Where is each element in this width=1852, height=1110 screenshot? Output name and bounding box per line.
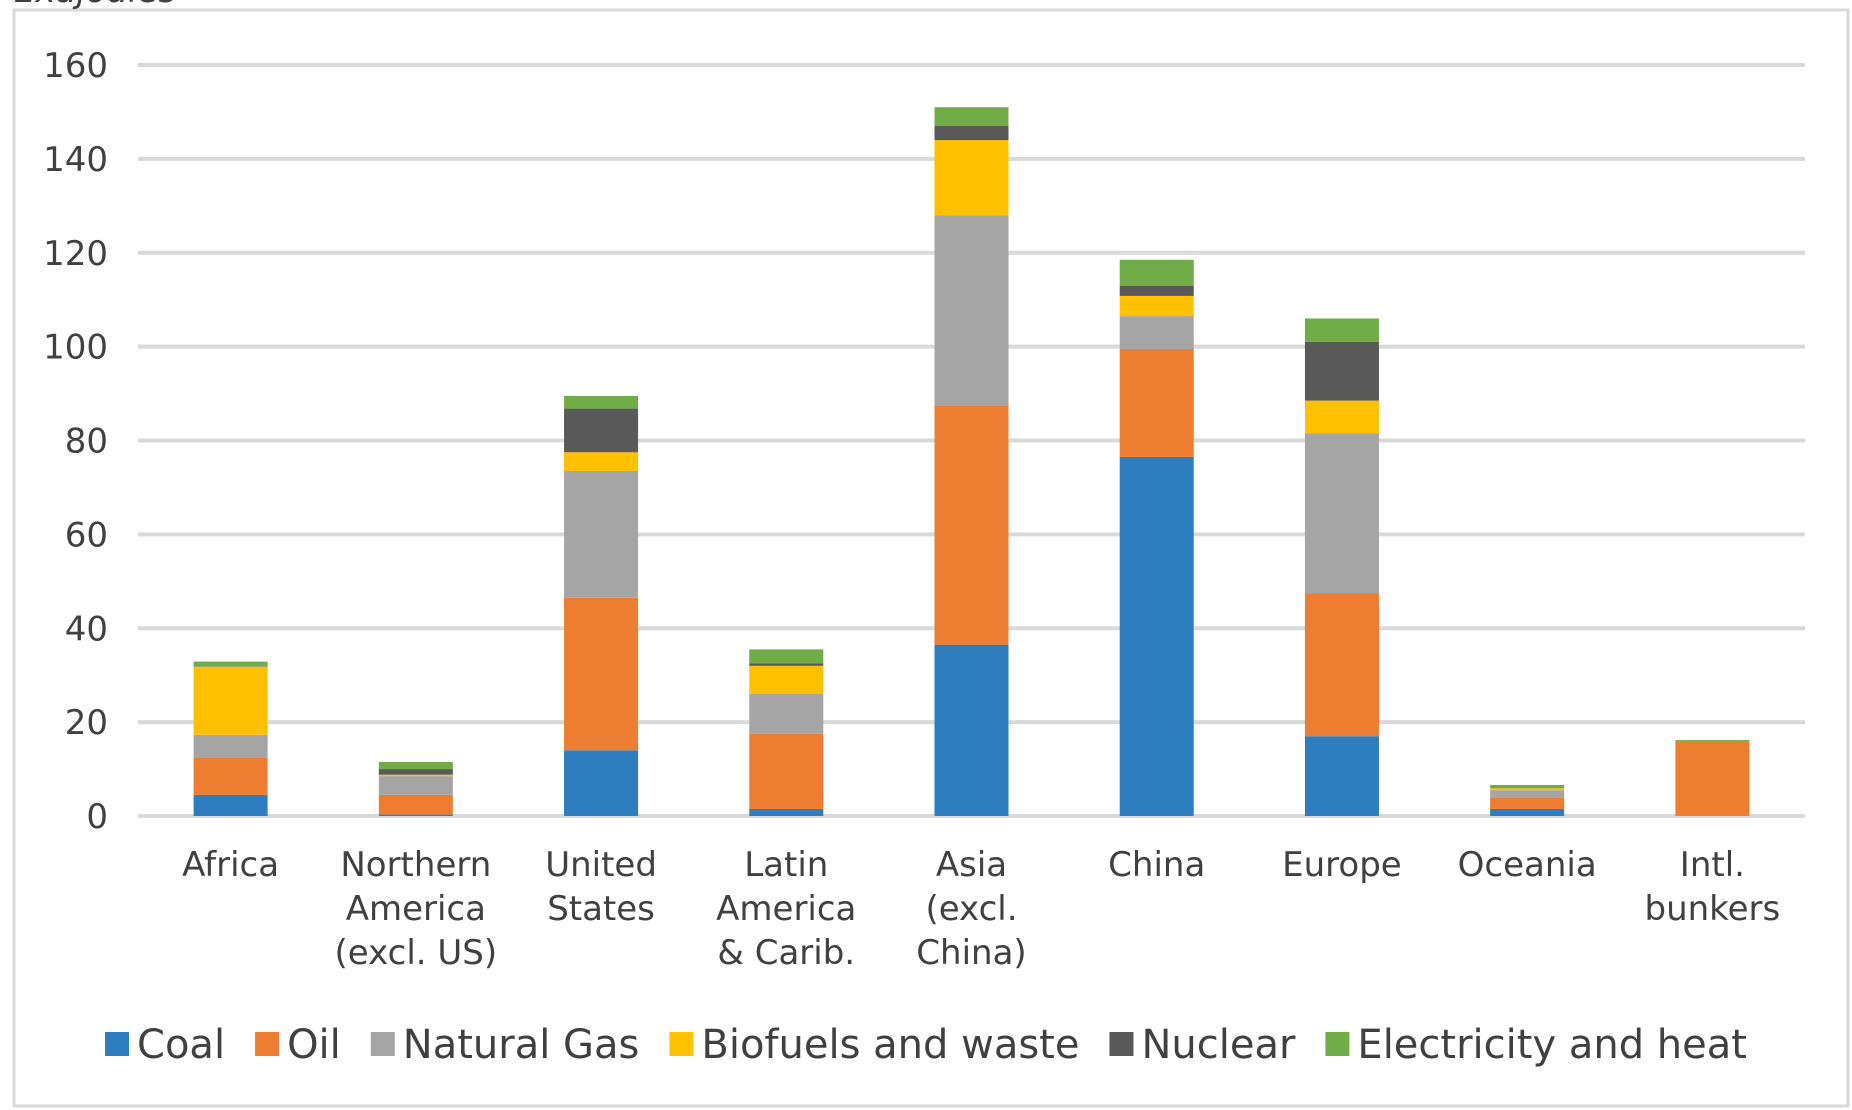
y-tick-label: 160 [43,46,108,86]
bar-segment [1490,797,1565,809]
x-category-label: States [547,889,655,929]
y-tick-label: 40 [65,609,108,649]
bar-segment [378,814,453,816]
legend-label: Natural Gas [403,1022,640,1068]
x-category-label: Intl. [1680,845,1745,885]
x-category-label: Asia [936,845,1007,885]
bar-segment [1675,740,1750,816]
x-category-label: China [1108,845,1205,885]
legend-swatch [669,1032,694,1056]
legend-swatch [1325,1032,1350,1056]
bar-segment [749,665,824,694]
x-category-label: (excl. [925,889,1017,929]
bar-segment [1119,348,1194,457]
legend-swatch [255,1032,280,1056]
legend-label: Nuclear [1141,1022,1296,1068]
bar-segment [934,644,1009,816]
bar-segment [1304,400,1379,434]
bar-segment [934,405,1009,645]
bar-segment [1490,785,1565,789]
bar-segment [564,750,639,816]
bar-segment [934,215,1009,406]
bar-segment [934,126,1009,141]
bar-segment [749,808,824,816]
bar-segment [1119,285,1194,296]
x-category-label: Latin [744,845,828,885]
bar-segment [1490,790,1565,798]
legend-item: Coal [105,1022,225,1068]
x-category-label: Europe [1282,845,1402,885]
bar-segment [1304,318,1379,342]
bar-segment [749,663,824,666]
x-category-label: bunkers [1644,889,1780,929]
x-category-label: Africa [182,845,279,885]
bar-segment [193,661,268,667]
y-axis-unit-label: Exajoules [14,0,176,11]
x-category-label: & Carib. [717,933,855,973]
bar-segment [378,769,453,775]
legend-label: Oil [287,1022,341,1068]
bar-segment [378,794,453,815]
bar-segment [378,774,453,777]
legend-label: Coal [137,1022,225,1068]
bar-segment [1304,341,1379,401]
bar-segment [193,734,268,758]
x-category-label: China) [916,933,1026,973]
y-axis-ticks: 0 20 40 60 80 100 120 140 160 [43,46,108,837]
y-tick-label: 140 [43,140,108,180]
bar-segment [564,471,639,598]
bar-segment [378,762,453,770]
legend-swatch [370,1032,395,1056]
y-tick-label: 60 [65,515,108,555]
bar-segment [934,107,1009,127]
x-category-label: America [346,889,486,929]
legend-item: Electricity and heat [1325,1022,1747,1068]
legend-swatch [1109,1032,1134,1056]
bar-segment [749,649,824,664]
bar-segment [1675,739,1750,741]
y-tick-label: 80 [65,422,108,462]
y-tick-label: 20 [65,703,108,743]
legend-swatch [105,1032,130,1056]
bar-segment [564,597,639,751]
x-category-label: Northern [340,845,491,885]
bar-segment [749,693,824,734]
bar-segment [1119,295,1194,317]
bar-segment [749,733,824,809]
bars [193,107,1750,816]
bar-segment [1490,808,1565,816]
x-category-label: (excl. US) [335,933,498,973]
bar-segment [1304,433,1379,594]
x-category-label: America [716,889,856,929]
bar-segment [934,140,1009,216]
bar-segment [1119,316,1194,349]
bar-segment [564,395,639,409]
bar-segment [564,408,639,453]
y-tick-label: 100 [43,328,108,368]
bar-segment [193,757,268,795]
bar-segment [193,666,268,735]
y-tick-label: 0 [86,797,108,837]
bar-segment [1119,259,1194,286]
legend-item: Natural Gas [370,1022,640,1068]
bar-segment [1304,593,1379,737]
legend: Coal Oil Natural Gas Biofuels and waste Nucl… [105,1022,1747,1068]
bar-segment [193,794,268,816]
y-tick-label: 120 [43,234,108,274]
chart-frame [12,8,1850,1108]
legend-item: Biofuels and waste [669,1022,1079,1068]
legend-label: Biofuels and waste [701,1022,1079,1068]
x-category-label: Oceania [1458,845,1597,885]
bar-segment [1490,788,1565,791]
bar-segment [378,776,453,795]
bar-segment [564,452,639,472]
legend-item: Nuclear [1109,1022,1296,1068]
legend-item: Oil [255,1022,341,1068]
bar-segment [1304,736,1379,816]
legend-label: Electricity and heat [1357,1022,1747,1068]
bar-segment [1119,456,1194,816]
x-category-label: United [545,845,657,885]
